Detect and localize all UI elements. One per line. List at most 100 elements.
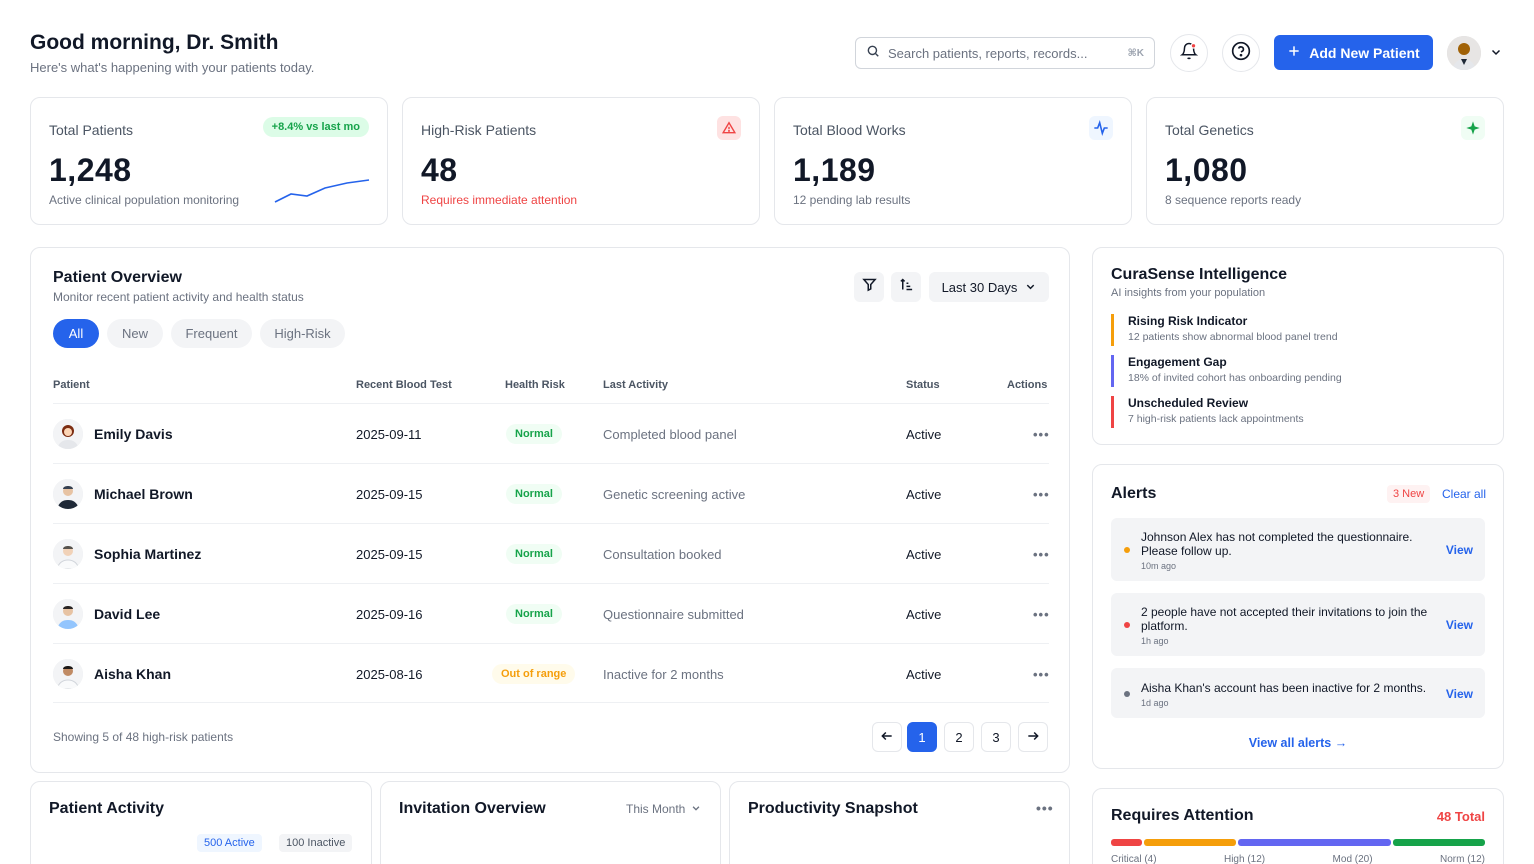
patient-name[interactable]: Emily Davis: [94, 426, 173, 442]
insight-title: Rising Risk Indicator: [1128, 314, 1248, 328]
attention-segment: [1111, 839, 1142, 846]
add-new-patient-label: Add New Patient: [1309, 44, 1420, 61]
patient-avatar: [53, 419, 83, 449]
alert-item[interactable]: Johnson Alex has not completed the quest…: [1111, 518, 1485, 581]
stat-card-total-patients[interactable]: Total Patients +8.4% vs last mo 1,248 Ac…: [30, 97, 388, 225]
date-range-dropdown[interactable]: Last 30 Days: [929, 272, 1049, 302]
attention-segment: [1237, 839, 1391, 846]
column-header-blood-test[interactable]: Recent Blood Test: [356, 379, 452, 391]
blood-test-date: 2025-09-15: [356, 486, 423, 502]
user-avatar[interactable]: [1447, 36, 1481, 70]
sort-button[interactable]: [891, 272, 921, 302]
filter-chip-frequent[interactable]: Frequent: [171, 319, 252, 348]
search-input[interactable]: [888, 45, 1120, 61]
filter-chip-high-risk[interactable]: High-Risk: [260, 319, 345, 348]
search-icon: [866, 44, 880, 63]
arrow-right-icon: [1026, 729, 1040, 746]
insight-item[interactable]: Rising Risk Indicator 12 patients show a…: [1111, 314, 1481, 346]
plus-icon: [1287, 44, 1301, 61]
clear-all-link[interactable]: Clear all: [1442, 487, 1487, 501]
more-actions-icon[interactable]: •••: [1033, 426, 1050, 442]
period-label: This Month: [626, 802, 686, 816]
alert-item[interactable]: Aisha Khan's account has been inactive f…: [1111, 668, 1485, 718]
alert-item[interactable]: 2 people have not accepted their invitat…: [1111, 593, 1485, 656]
stat-card-blood-works[interactable]: Total Blood Works 1,189 12 pending lab r…: [774, 97, 1132, 225]
more-options-icon[interactable]: •••: [1036, 800, 1054, 816]
stat-card-genetics[interactable]: Total Genetics 1,080 8 sequence reports …: [1146, 97, 1504, 225]
more-actions-icon[interactable]: •••: [1033, 486, 1050, 502]
status-text: Active: [906, 486, 942, 502]
patient-cell: Aisha Khan: [53, 644, 171, 704]
patient-name[interactable]: David Lee: [94, 606, 161, 622]
chevron-down-icon[interactable]: [1490, 45, 1502, 63]
column-header-patient[interactable]: Patient: [53, 379, 90, 391]
stat-footnote: Active clinical population monitoring: [49, 193, 240, 207]
search-box[interactable]: ⌘K: [855, 37, 1155, 69]
insight-description: 7 high-risk patients lack appointments: [1128, 413, 1304, 425]
stat-label: High-Risk Patients: [421, 122, 537, 138]
column-header-last-activity[interactable]: Last Activity: [603, 379, 669, 391]
inactive-count-badge: 100 Inactive: [279, 834, 353, 852]
view-alert-link[interactable]: View: [1445, 687, 1473, 701]
arrow-left-icon: [880, 729, 894, 746]
health-risk-badge: Normal: [506, 424, 562, 444]
warning-icon: [717, 116, 741, 140]
notifications-button[interactable]: [1170, 34, 1208, 72]
table-row[interactable]: Sophia Martinez 2025-09-15 Normal Consul…: [53, 523, 1049, 583]
status-dot: [1124, 547, 1130, 553]
attention-legend: Critical (4) High (12) Mod (20) Norm (12): [1111, 854, 1485, 864]
new-alerts-badge: 3 New: [1387, 485, 1431, 503]
status-text: Active: [906, 666, 942, 682]
filter-chip-new[interactable]: New: [107, 319, 163, 348]
patient-name[interactable]: Aisha Khan: [94, 666, 172, 682]
period-dropdown[interactable]: This Month: [626, 802, 701, 816]
column-header-status[interactable]: Status: [906, 379, 940, 391]
health-risk-badge: Normal: [506, 604, 562, 624]
stat-value: 1,189: [793, 152, 876, 188]
more-actions-icon[interactable]: •••: [1033, 606, 1050, 622]
stat-card-high-risk[interactable]: High-Risk Patients 48 Requires immediate…: [402, 97, 760, 225]
more-actions-icon[interactable]: •••: [1033, 666, 1050, 682]
previous-page-button[interactable]: [872, 722, 902, 752]
last-activity: Consultation booked: [603, 546, 722, 562]
view-all-alerts-link[interactable]: View all alerts →: [1248, 736, 1348, 750]
help-button[interactable]: [1222, 34, 1260, 72]
more-actions-icon[interactable]: •••: [1033, 546, 1050, 562]
view-alert-link[interactable]: View: [1445, 618, 1473, 632]
last-activity: Questionnaire submitted: [603, 606, 744, 622]
attention-segment: [1393, 839, 1485, 846]
patient-name[interactable]: Sophia Martinez: [94, 546, 202, 562]
card-title: Patient Activity: [49, 800, 164, 817]
column-header-health-risk[interactable]: Health Risk: [505, 379, 565, 391]
stat-value: 1,080: [1165, 152, 1248, 188]
stat-footnote: 8 sequence reports ready: [1165, 193, 1302, 207]
insight-item[interactable]: Unscheduled Review 7 high-risk patients …: [1111, 396, 1481, 428]
stat-value: 1,248: [49, 152, 132, 188]
insight-description: 12 patients show abnormal blood panel tr…: [1128, 331, 1338, 343]
next-page-button[interactable]: [1018, 722, 1048, 752]
patient-name[interactable]: Michael Brown: [94, 486, 193, 502]
attention-distribution-bar: [1111, 839, 1485, 846]
table-row[interactable]: Aisha Khan 2025-08-16 Out of range Inact…: [53, 643, 1049, 703]
patient-cell: Sophia Martinez: [53, 524, 201, 584]
last-activity: Inactive for 2 months: [603, 666, 724, 682]
table-row[interactable]: Michael Brown 2025-09-15 Normal Genetic …: [53, 463, 1049, 523]
add-new-patient-button[interactable]: Add New Patient: [1274, 35, 1433, 70]
filter-chip-all[interactable]: All: [53, 319, 99, 348]
total-count: 48 Total: [1436, 809, 1485, 824]
attention-segment-label: Mod (20): [1332, 854, 1373, 864]
table-row[interactable]: David Lee 2025-09-16 Normal Questionnair…: [53, 583, 1049, 643]
view-alert-link[interactable]: View: [1445, 543, 1473, 557]
page-button-1[interactable]: 1: [907, 722, 937, 752]
filter-button[interactable]: [854, 272, 884, 302]
sparkle-icon: [1461, 116, 1485, 140]
page-button-3[interactable]: 3: [981, 722, 1011, 752]
table-row[interactable]: Emily Davis 2025-09-11 Normal Completed …: [53, 403, 1049, 463]
column-header-actions: Actions: [1007, 379, 1048, 391]
filter-icon: [861, 277, 877, 297]
stat-footnote: Requires immediate attention: [421, 193, 578, 207]
insight-item[interactable]: Engagement Gap 18% of invited cohort has…: [1111, 355, 1481, 387]
alerts-panel: Alerts 3 New Clear all Johnson Alex has …: [1092, 464, 1504, 769]
page-button-2[interactable]: 2: [944, 722, 974, 752]
patient-cell: Michael Brown: [53, 464, 193, 524]
